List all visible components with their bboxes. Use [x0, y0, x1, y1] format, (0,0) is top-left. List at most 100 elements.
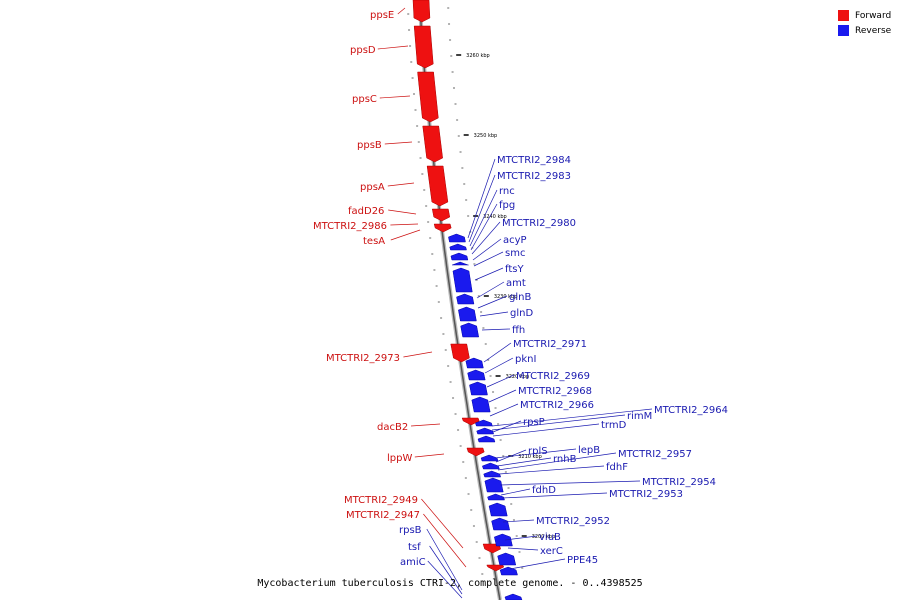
gene-label-ppse: ppsE — [370, 10, 394, 21]
gene-label-ppsd: ppsD — [350, 45, 376, 56]
gene-leader-line — [499, 480, 641, 486]
gene-label-mtctri2-2947: MTCTRI2_2947 — [346, 510, 420, 521]
gene-label-viub: viuB — [539, 532, 561, 543]
gene-leader-line — [390, 229, 421, 241]
gene-label-trmd: trmD — [601, 420, 627, 431]
gene-leader-line — [486, 374, 515, 388]
forward-gene-block — [412, 0, 431, 23]
gene-label-mtctri2-2968: MTCTRI2_2968 — [518, 386, 592, 397]
reverse-gene-block — [448, 233, 466, 243]
gene-leader-line — [481, 328, 511, 331]
gene-leader-line — [509, 558, 566, 570]
reverse-gene-block — [504, 593, 523, 601]
ruler-tick-label: 3220 kbp — [506, 374, 530, 380]
gene-label-acyp: acyP — [503, 235, 527, 246]
gene-leader-line — [387, 182, 415, 187]
gene-leader-line — [469, 189, 498, 247]
gene-leader-line — [476, 281, 505, 299]
ruler-tick-label: 3200 kbp — [532, 534, 556, 540]
gene-label-pkni: pknI — [515, 354, 536, 365]
gene-leader-line — [494, 448, 577, 459]
ruler-tick-label: 3230 kbp — [494, 294, 518, 300]
reverse-gene-block — [467, 369, 486, 381]
forward-gene-block — [422, 125, 443, 163]
reverse-gene-block — [450, 252, 469, 261]
gene-label-tesa: tesA — [363, 236, 385, 247]
reverse-gene-block — [477, 435, 496, 443]
gene-label-mtctri2-2973: MTCTRI2_2973 — [326, 353, 400, 364]
gene-leader-line — [471, 221, 501, 255]
reverse-gene-block — [488, 502, 508, 517]
forward-gene-block — [466, 447, 485, 457]
gene-label-ffh: ffh — [512, 325, 525, 336]
gene-leader-line — [467, 158, 496, 239]
reverse-gene-block — [456, 293, 475, 305]
ruler-tick-label: 3260 kbp — [466, 53, 490, 59]
gene-leader-line — [468, 174, 496, 243]
gene-label-mtctri2-2986: MTCTRI2_2986 — [313, 221, 387, 232]
gene-label-mtctri2-2957: MTCTRI2_2957 — [618, 449, 692, 460]
gene-label-mtctri2-2980: MTCTRI2_2980 — [502, 218, 576, 229]
gene-label-lppw: lppW — [387, 453, 412, 464]
gene-leader-line — [429, 545, 463, 595]
gene-leader-line — [426, 528, 463, 591]
reverse-gene-block — [483, 470, 502, 478]
gene-leader-line — [504, 535, 538, 541]
gene-leader-line — [410, 423, 441, 427]
legend-swatch-reverse — [838, 25, 849, 36]
ruler-tick-label: 3240 kbp — [483, 214, 507, 220]
gene-leader-line — [472, 238, 502, 261]
gene-leader-line — [495, 449, 527, 463]
gene-leader-line — [488, 389, 517, 403]
reverse-gene-block — [452, 267, 473, 293]
gene-label-amic: amiC — [400, 557, 426, 568]
reverse-gene-block — [491, 517, 510, 531]
reverse-gene-block — [460, 322, 480, 338]
gene-leader-line — [491, 414, 626, 431]
legend-item-reverse: Reverse — [838, 23, 891, 38]
reverse-gene-block — [480, 454, 499, 462]
gene-leader-line — [473, 251, 504, 267]
gene-leader-line — [501, 492, 608, 499]
reverse-gene-block — [497, 552, 517, 566]
gene-leader-line — [484, 357, 514, 374]
gene-label-rpsp: rpsP — [523, 417, 545, 428]
gene-leader-line — [384, 141, 413, 145]
gene-label-mtctri2-2969: MTCTRI2_2969 — [516, 371, 590, 382]
gene-label-mtctri2-2966: MTCTRI2_2966 — [520, 400, 594, 411]
gene-label-fdhf: fdhF — [606, 462, 628, 473]
gene-leader-line — [496, 457, 552, 467]
gene-label-mtctri2-2964: MTCTRI2_2964 — [654, 405, 728, 416]
gene-label-rpsb: rpsB — [399, 525, 422, 536]
genome-title: Mycobacterium tuberculosis CTRI-2, compl… — [257, 578, 643, 589]
reverse-gene-block — [469, 381, 488, 396]
gene-leader-line — [421, 498, 464, 549]
gene-leader-line — [492, 420, 522, 433]
gene-label-mtctri2-2971: MTCTRI2_2971 — [513, 339, 587, 350]
forward-gene-block — [417, 71, 439, 123]
gene-leader-line — [477, 295, 508, 309]
gene-leader-line — [479, 311, 509, 317]
gene-label-lepb: lepB — [578, 445, 600, 456]
gene-label-mtctri2-2952: MTCTRI2_2952 — [536, 516, 610, 527]
gene-leader-line — [423, 513, 467, 568]
legend-label-reverse: Reverse — [855, 25, 892, 36]
reverse-gene-block — [484, 477, 504, 493]
gene-label-rpls: rplS — [528, 446, 548, 457]
gene-leader-line — [470, 203, 498, 251]
legend-swatch-forward — [838, 10, 849, 21]
gene-label-dacb2: dacB2 — [377, 422, 408, 433]
forward-gene-block — [413, 25, 434, 69]
reverse-gene-block — [475, 419, 493, 427]
reverse-gene-block — [452, 261, 469, 266]
gene-leader-line — [483, 342, 512, 363]
gene-label-xerc: xerC — [540, 546, 563, 557]
gene-label-mtctri2-2953: MTCTRI2_2953 — [609, 489, 683, 500]
gene-label-glnb: glnB — [509, 292, 531, 303]
forward-gene-block — [433, 223, 452, 233]
gene-leader-line — [403, 351, 433, 358]
gene-label-rnhb: rnhB — [553, 454, 577, 465]
gene-leader-line — [489, 403, 519, 417]
